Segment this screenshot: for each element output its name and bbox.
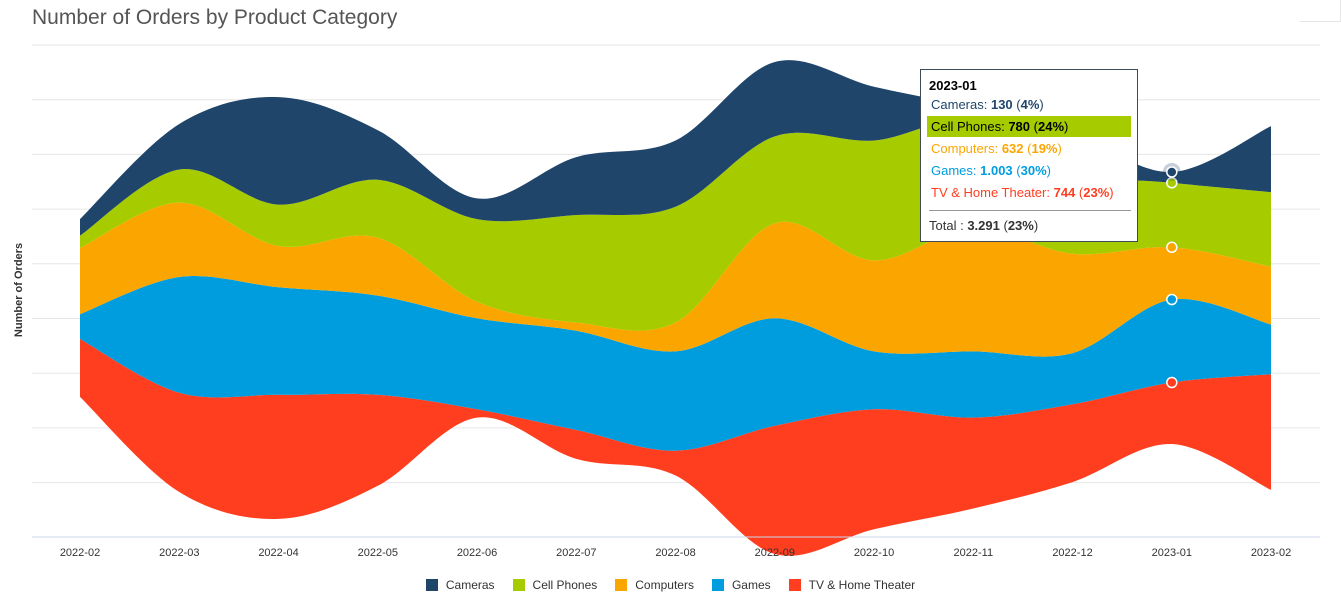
x-tick-label: 2022-07	[556, 547, 596, 559]
x-tick-label: 2022-11	[954, 547, 994, 559]
marker-cameras[interactable]	[1166, 166, 1178, 178]
chart-title: Number of Orders by Product Category	[32, 6, 398, 29]
tooltip-row-value: 130	[990, 97, 1013, 112]
x-tick-label: 2022-04	[258, 547, 298, 559]
x-tick-label: 2022-02	[60, 547, 100, 559]
x-tick-label: 2022-03	[159, 547, 199, 559]
y-axis-label: Number of Orders	[13, 243, 25, 337]
tooltip-row-name: Cell Phones:	[931, 119, 1009, 134]
tooltip-total-pct: 23%	[1007, 218, 1034, 233]
x-tick-label: 2022-06	[457, 547, 497, 559]
tooltip-row-pct: 30%	[1020, 163, 1047, 178]
tooltip-total-value: 3.291	[967, 218, 1000, 233]
legend-swatch	[788, 579, 801, 591]
tooltip-total: Total : 3.291 (23%)	[929, 218, 1039, 233]
tooltip-row-name: Cameras:	[931, 97, 991, 112]
tooltip-total-label: Total :	[929, 218, 964, 233]
area-games[interactable]	[80, 275, 1271, 451]
tooltip-row-cell-phones: Cell Phones: 780 (24%)	[927, 116, 1131, 137]
legend-label: Computers	[635, 578, 694, 592]
tooltip-date: 2023-01	[929, 78, 977, 93]
tooltip-row-value: 780	[1008, 119, 1031, 134]
marker-tv-home-theater[interactable]	[1166, 376, 1178, 389]
tooltip-row-pct: 4%	[1020, 97, 1040, 112]
x-tick-label: 2023-01	[1152, 547, 1192, 559]
tooltip-row-name: Games:	[931, 163, 981, 178]
legend-label: Games	[731, 578, 771, 592]
legend-label: Cell Phones	[532, 578, 598, 592]
tooltip-row-tv-home-theater: TV & Home Theater: 744 (23%)	[931, 185, 1114, 200]
tooltip-separator	[929, 210, 1131, 211]
tooltip-row-games: Games: 1.003 (30%)	[931, 163, 1051, 178]
legend-swatch	[615, 579, 628, 591]
legend-item-computers[interactable]: Computers	[615, 578, 694, 592]
x-tick-label: 2022-12	[1052, 547, 1092, 559]
x-axis: 2022-02 2022-03 2022-04 2022-05 2022-06 2022-…	[32, 536, 1320, 559]
tooltip-row-computers: Computers: 632 (19%)	[931, 141, 1062, 156]
tooltip-row-cameras: Cameras: 130 (4%)	[931, 97, 1044, 112]
x-tick-label: 2022-05	[358, 547, 398, 559]
marker-computers[interactable]	[1166, 241, 1178, 254]
tooltip-row-pct: 19%	[1031, 141, 1058, 156]
legend-item-cell-phones[interactable]: Cell Phones	[512, 578, 598, 592]
tooltip-row-name: TV & Home Theater:	[931, 185, 1054, 200]
area-cameras[interactable]	[80, 60, 1271, 236]
x-tick-label: 2022-09	[755, 547, 795, 559]
tooltip-row-pct: 23%	[1083, 185, 1110, 200]
marker-games[interactable]	[1166, 293, 1178, 306]
x-tick-label: 2023-02	[1251, 547, 1291, 559]
tooltip-row-name: Computers:	[931, 141, 1002, 156]
tooltip-row-pct: 24%	[1037, 119, 1065, 134]
chart-legend: Cameras Cell Phones Computers Games TV & Hom…	[0, 578, 1341, 592]
legend-swatch	[711, 579, 724, 591]
tooltip-row-value: 1.003	[980, 163, 1013, 178]
tooltip-row-value: 744	[1053, 185, 1076, 200]
tooltip-row-value: 632	[1001, 141, 1024, 156]
legend-swatch	[512, 579, 525, 591]
legend-item-games[interactable]: Games	[711, 578, 771, 592]
x-tick-label: 2022-08	[655, 547, 695, 559]
legend-item-tv-home-theater[interactable]: TV & Home Theater	[788, 578, 916, 592]
tooltip: 2023-01 Cameras: 130 (4%) Cell Phones: 78…	[920, 69, 1138, 242]
corner-divider	[1300, 21, 1340, 22]
marker-cell-phones[interactable]	[1166, 177, 1178, 189]
legend-swatch	[425, 579, 438, 591]
x-tick-label: 2022-10	[854, 547, 894, 559]
legend-label: Cameras	[445, 578, 495, 592]
legend-label: TV & Home Theater	[808, 578, 916, 592]
legend-item-cameras[interactable]: Cameras	[425, 578, 495, 592]
hover-markers	[1162, 163, 1181, 389]
area-tv-home-theater[interactable]	[80, 339, 1271, 556]
